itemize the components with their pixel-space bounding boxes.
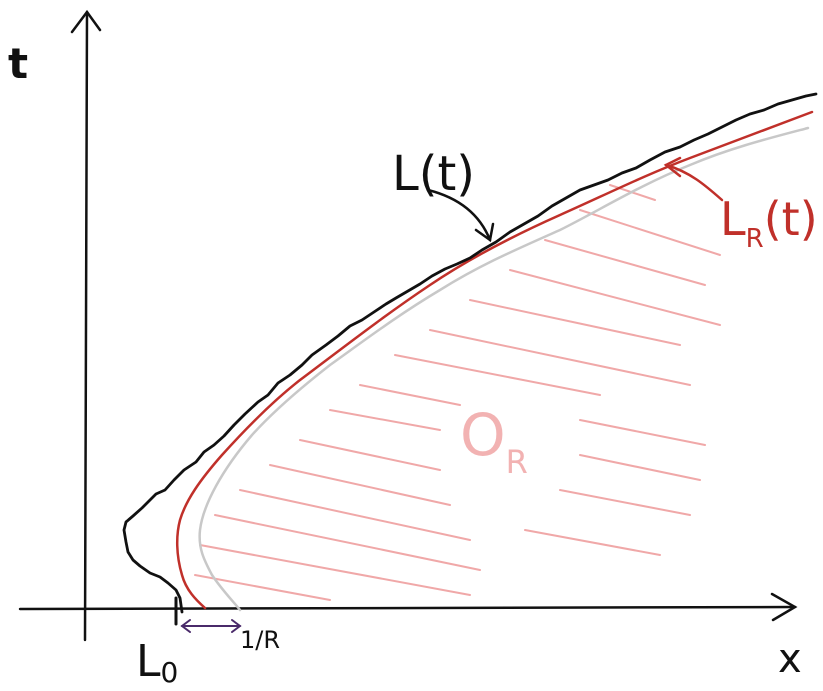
hatch-line <box>544 239 706 286</box>
hatch-line <box>359 384 461 406</box>
t-axis-arrowhead <box>70 9 102 34</box>
L_R-label-main: L <box>720 192 746 246</box>
hatch-line <box>509 269 721 326</box>
hatch-line <box>194 574 331 601</box>
hatch-line <box>579 419 706 446</box>
x-axis-arrowhead <box>770 592 798 622</box>
axes <box>18 9 798 642</box>
hatch-line <box>299 439 441 471</box>
hatch-line <box>239 489 471 541</box>
L_R-label-args: (t) <box>764 192 818 246</box>
hatch-line <box>469 299 681 346</box>
L_R-label: LR(t) <box>720 192 818 254</box>
hatch-line <box>579 454 701 481</box>
x-axis-label: x <box>778 636 802 682</box>
x-axis-line <box>18 605 797 611</box>
hatch-line <box>579 209 721 256</box>
O_R-label-main: O <box>460 401 506 469</box>
L_R-label-subscript: R <box>746 224 764 254</box>
t-axis-label: t <box>8 39 28 88</box>
hatch-line <box>269 464 451 506</box>
grey-curve <box>198 126 810 612</box>
O_R-label-subscript: R <box>506 443 528 481</box>
L_R-label-pointer-arrow <box>663 156 724 202</box>
one-over-R-label: 1/R <box>240 626 280 654</box>
L0-label-subscript: 0 <box>161 656 179 689</box>
L_t-label: L(t) <box>392 146 475 202</box>
t-axis-line <box>83 10 89 642</box>
hatch-line <box>199 544 471 596</box>
L-label-pointer-arrow <box>426 188 495 243</box>
L-curve <box>122 92 818 614</box>
hatched-region <box>194 184 721 601</box>
hatch-line <box>214 514 481 571</box>
L0-label-main: L <box>136 636 161 687</box>
hatch-line <box>559 489 691 516</box>
L0-label: L0 <box>136 636 178 689</box>
one-over-R-bracket <box>180 619 242 633</box>
hatch-line <box>394 354 601 396</box>
O_R-label: OR <box>460 401 528 481</box>
hatch-line <box>524 529 661 556</box>
hatch-line <box>429 329 691 386</box>
L_R-curve <box>176 110 814 610</box>
hatch-line <box>329 409 441 431</box>
